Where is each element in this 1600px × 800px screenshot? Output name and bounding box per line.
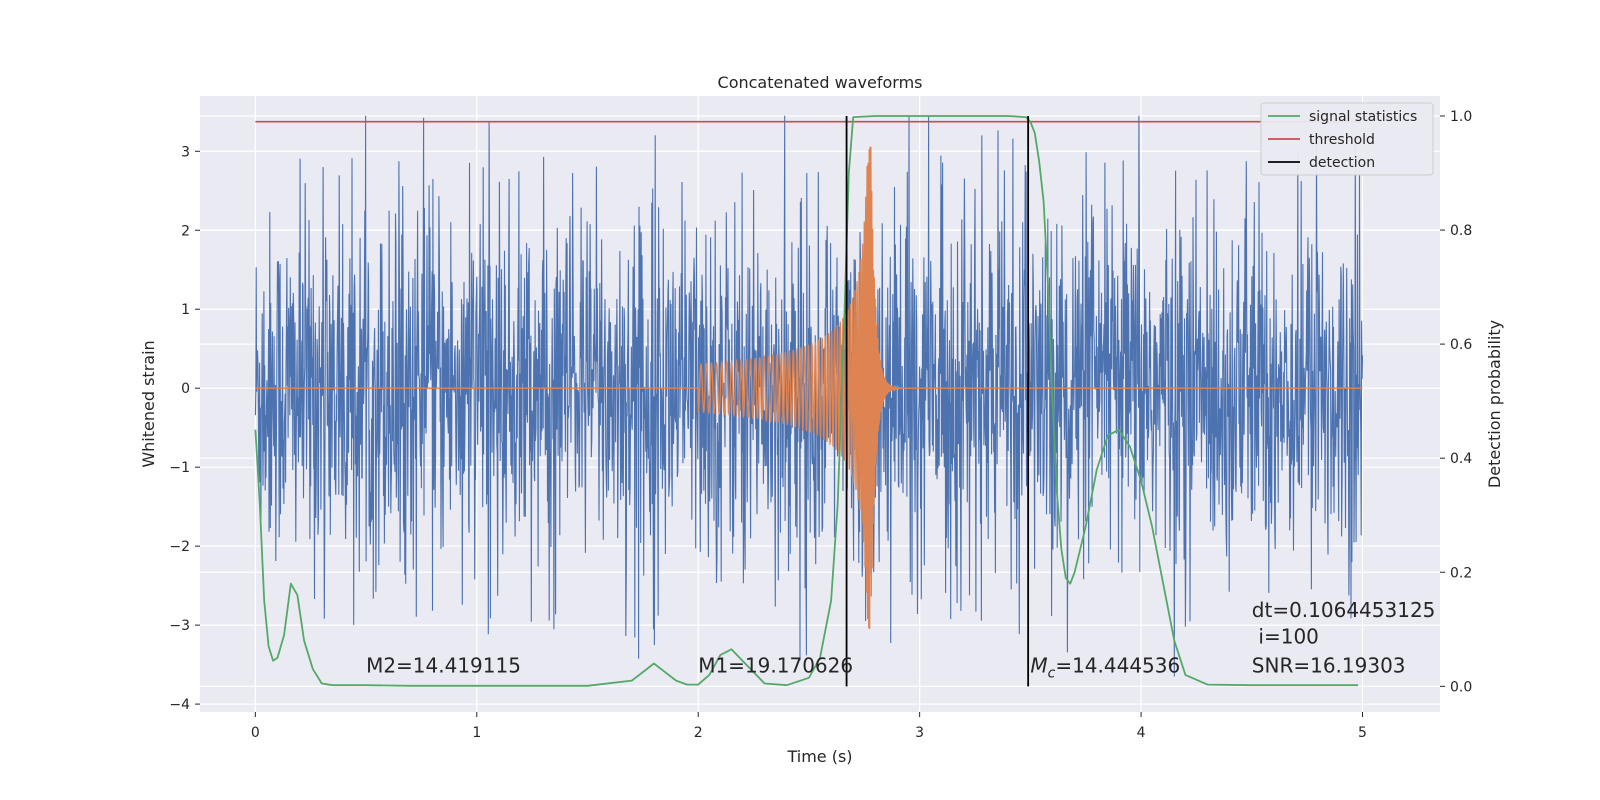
y-tick-label-left: 3 [181,144,190,160]
chirp-line [255,146,1363,630]
x-axis-label: Time (s) [786,747,852,766]
legend-label-detection: detection [1309,155,1375,171]
y-tick-label-right: 0.0 [1450,679,1472,695]
x-tick-label: 3 [915,725,924,741]
legend-box [1260,102,1434,176]
annotation: M2=14.419115 [366,654,521,678]
annotation: SNR=16.19303 [1252,654,1406,678]
legend: signal statistics threshold detection [1260,102,1434,176]
y-tick-label-left: 1 [181,302,190,318]
annotations: M2=14.419115 M1=19.170626 Mc=14.444536 dt=0… [366,598,1435,681]
axes: 0 1 2 3 4 5 −4 −3 −2 −1 0 1 2 3 0.0 0.2 0.4 0.6 0.8 1.0 [169,109,1472,741]
template-series [255,146,1363,630]
y-axis-label-right: Detection probability [1485,320,1504,488]
annotation: dt=0.1064453125 [1252,598,1436,622]
y-tick-label-left: −4 [169,697,190,713]
y-tick-label-left: 0 [181,381,190,397]
annotation: Mc=14.444536 [1030,654,1180,682]
x-tick-label: 1 [472,725,481,741]
y-tick-label-left: −2 [169,539,190,555]
y-tick-label-left: 2 [181,223,190,239]
statistics-series [254,115,1363,687]
x-tick-label: 0 [251,725,260,741]
chart-title: Concatenated waveforms [718,73,923,92]
legend-label-threshold: threshold [1309,132,1375,148]
y-tick-label-right: 0.4 [1450,451,1472,467]
y-tick-label-right: 0.8 [1450,223,1472,239]
signal-statistics-line [254,115,1359,687]
y-tick-label-right: 0.6 [1450,337,1472,353]
annotation: M1=19.170626 [698,654,853,678]
x-tick-label: 4 [1137,725,1146,741]
x-tick-label: 5 [1358,725,1367,741]
y-axis-label-left: Whitened strain [139,340,158,467]
y-tick-label-right: 0.2 [1450,565,1472,581]
x-tick-label: 2 [694,725,703,741]
y-tick-label-left: −3 [169,618,190,634]
legend-label-signal-statistics: signal statistics [1309,109,1417,125]
y-tick-label-left: −1 [169,460,190,476]
y-tick-label-right: 1.0 [1450,109,1472,125]
annotation: i=100 [1258,624,1319,648]
